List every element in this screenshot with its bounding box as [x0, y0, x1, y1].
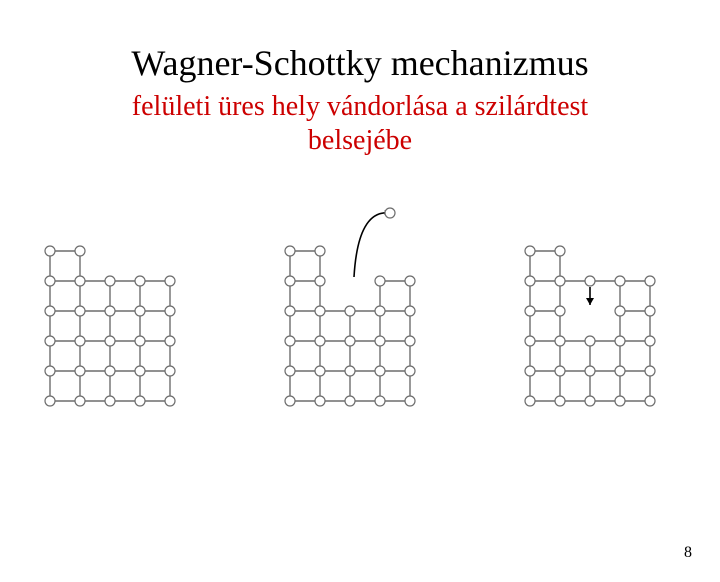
subtitle-line-1: felületi üres hely vándorlása a szilárdt… [132, 91, 588, 122]
lattice-diagrams [30, 207, 690, 407]
lattice-panel-b [270, 207, 450, 407]
lattice-panel-a [30, 207, 210, 407]
subtitle-line-2: belsejébe [308, 125, 412, 156]
page-number: 8 [684, 544, 692, 562]
page-subtitle: felületi üres hely vándorlása a szilárdt… [0, 90, 720, 157]
lattice-panel-c [510, 207, 690, 407]
page-title: Wagner-Schottky mechanizmus [0, 42, 720, 84]
